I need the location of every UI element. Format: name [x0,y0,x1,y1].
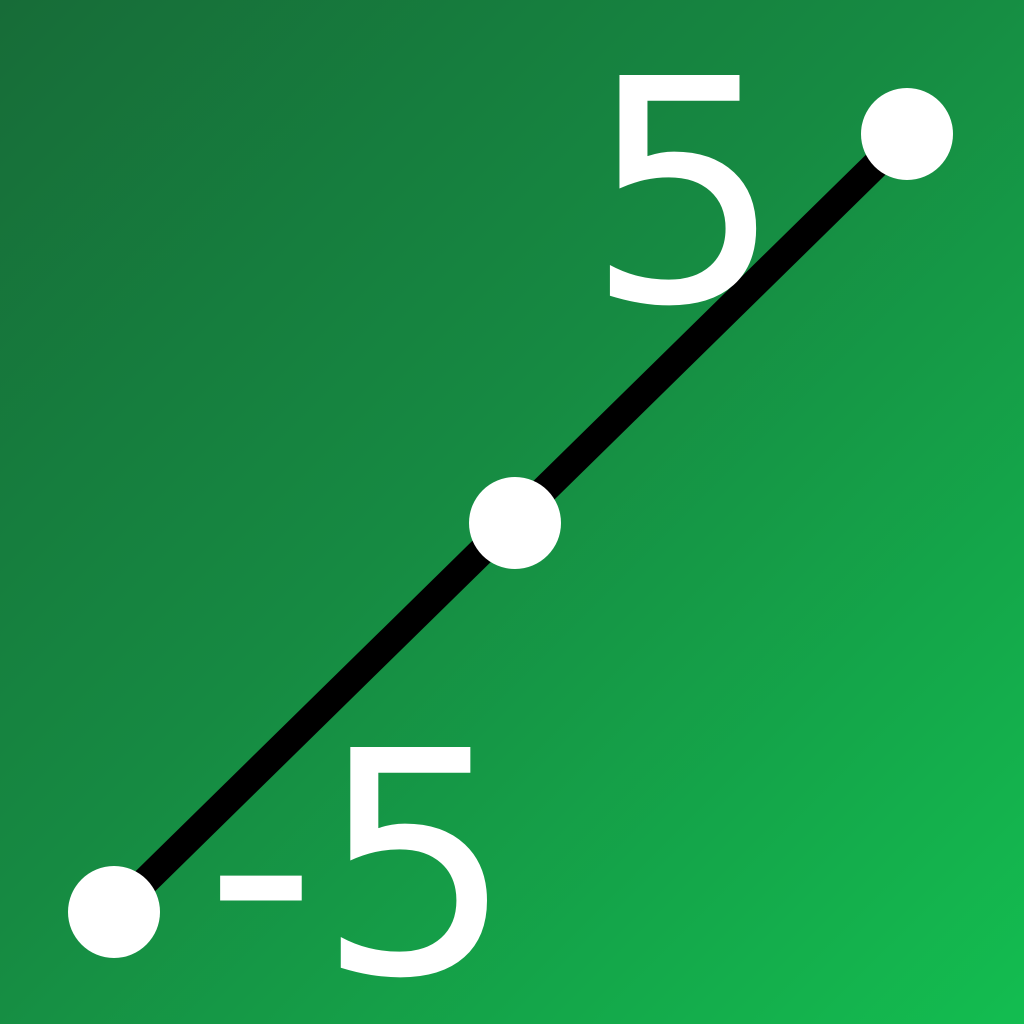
max-value-label: 5 [586,14,784,375]
midpoint [469,477,561,569]
min-value-label: -5 [205,686,515,1024]
max-endpoint [861,88,953,180]
min-endpoint [68,866,160,958]
